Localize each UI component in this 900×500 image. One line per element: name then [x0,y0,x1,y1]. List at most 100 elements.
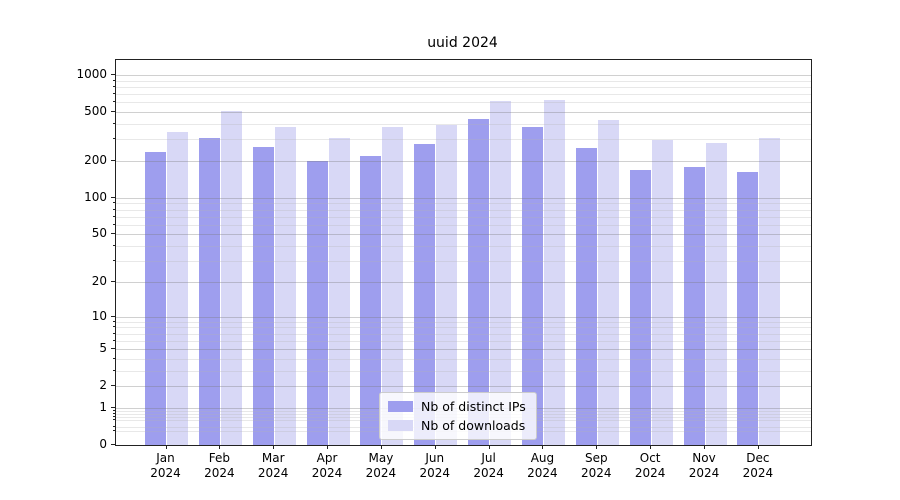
bar-nb-of-distinct-ips-dec [737,171,759,445]
ytick-mark-minor-8 [113,326,115,328]
gridline-minor-90 [116,203,811,205]
ytick-mark-minor-9 [113,320,115,322]
xtick-year: 2024 [581,466,612,480]
bar-nb-of-distinct-ips-jun [414,143,436,445]
xtick-month: Nov [692,451,716,465]
ytick-label-500: 500 [84,104,107,119]
bar-nb-of-distinct-ips-sep [575,147,597,445]
xtick-mark-nov [704,445,705,449]
ytick-mark-1000 [111,74,115,75]
gridline-1000 [116,75,811,76]
xtick-label-nov: Nov 2024 [676,451,732,481]
xtick-year: 2024 [742,466,774,480]
xtick-mark-jul [488,445,490,449]
xtick-mark-jan [165,445,167,449]
bar-nb-of-downloads-sep [597,120,619,445]
legend-label-downloads: Nb of downloads [421,418,526,433]
ytick-mark-minor-900 [113,79,115,81]
xtick-year: 2024 [204,466,235,480]
ytick-mark-minor-6 [113,339,115,341]
legend: Nb of distinct IPs Nb of downloads [379,392,537,440]
ytick-mark-5 [111,348,115,350]
ytick-label-2: 2 [99,378,107,393]
ytick-mark-minor-800 [113,85,115,87]
xtick-label-dec: Dec 2024 [730,451,786,481]
xtick-mark-oct [650,445,652,449]
bar-nb-of-downloads-jul [490,101,512,445]
bar-nb-of-distinct-ips-jul [468,119,490,445]
legend-swatch-distinct-ips [388,401,413,412]
gridline-minor-70 [116,216,811,218]
xtick-label-oct: Oct 2024 [622,451,678,481]
ytick-mark-minor-0.9 [113,409,115,411]
ytick-label-10: 10 [91,308,107,323]
gridline-minor-6 [116,340,811,342]
ytick-label-5: 5 [99,341,107,356]
ytick-mark-minor-80 [113,208,115,210]
bar-nb-of-distinct-ips-feb [198,137,220,445]
ytick-label-200: 200 [84,152,107,167]
gridline-minor-700 [116,94,811,96]
ytick-mark-minor-7 [113,332,115,334]
ytick-mark-10 [111,315,115,317]
bar-nb-of-distinct-ips-oct [629,169,651,445]
gridline-minor-300 [116,139,811,141]
xtick-month: Dec [746,451,770,465]
xtick-year: 2024 [311,466,343,480]
xtick-year: 2024 [365,466,397,480]
xtick-month: May [368,451,394,465]
ytick-mark-500 [111,111,115,113]
ytick-mark-minor-0.4 [113,425,115,427]
xtick-label-feb: Feb 2024 [191,451,247,481]
bar-nb-of-downloads-oct [651,140,673,445]
gridline-minor-8 [116,327,811,329]
gridline-minor-400 [116,123,811,125]
ytick-mark-minor-0.3 [113,429,115,431]
legend-item-downloads: Nb of downloads [388,418,526,433]
ytick-mark-minor-70 [113,215,115,217]
xtick-month: Aug [530,451,555,465]
ytick-mark-minor-3 [113,369,115,371]
xtick-mark-aug [542,445,544,449]
ytick-mark-minor-40 [113,245,115,247]
xtick-month: Jul [481,451,496,465]
xtick-year: 2024 [419,466,451,480]
xtick-year: 2024 [688,466,720,480]
bar-nb-of-downloads-aug [543,100,565,445]
ytick-mark-minor-600 [113,101,115,103]
xtick-month: Sep [584,451,608,465]
xtick-month: Oct [639,451,661,465]
chart-title: uuid 2024 [427,35,498,51]
bar-nb-of-downloads-jun [436,125,458,445]
xtick-month: Mar [261,451,285,465]
bar-nb-of-distinct-ips-aug [521,127,543,445]
legend-label-distinct-ips: Nb of distinct IPs [421,399,526,414]
gridline-minor-40 [116,246,811,248]
ytick-mark-1 [111,406,115,408]
ytick-mark-minor-30 [113,260,115,262]
gridline-minor-3 [116,370,811,372]
bar-nb-of-distinct-ips-jan [145,151,166,445]
ytick-label-0: 0 [99,437,107,451]
gridline-500 [116,112,811,114]
bar-nb-of-downloads-may [382,127,404,445]
gridline-5 [116,349,811,351]
gridline-100 [116,197,811,199]
ytick-mark-minor-4 [113,357,115,359]
ytick-mark-minor-400 [113,122,115,124]
xtick-month: Feb [208,451,230,465]
xtick-label-jan: Jan 2024 [138,451,194,481]
legend-swatch-downloads [388,420,413,431]
xtick-year: 2024 [150,466,181,480]
gridline-minor-80 [116,209,811,211]
ytick-mark-minor-60 [113,223,115,225]
ytick-mark-minor-90 [113,202,115,204]
ytick-label-50: 50 [91,226,107,241]
bar-nb-of-distinct-ips-apr [306,160,328,445]
xtick-mark-apr [327,445,329,449]
xtick-year: 2024 [257,466,289,480]
plot-area [115,59,812,446]
gridline-200 [116,160,811,162]
xtick-label-may: May 2024 [353,451,409,481]
xtick-mark-mar [273,445,275,449]
